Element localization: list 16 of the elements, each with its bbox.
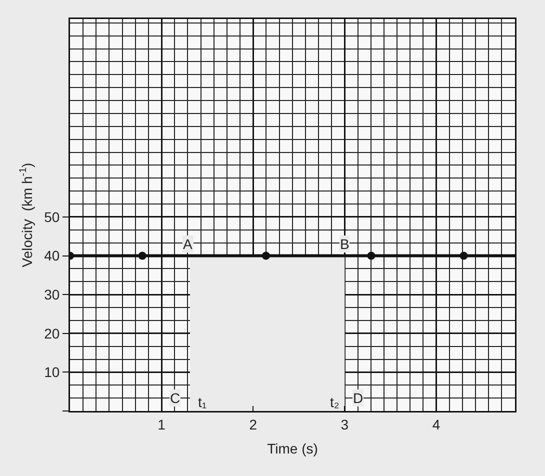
annotation: t₁ <box>198 394 207 410</box>
x-axis-title: Time (s) <box>267 440 318 456</box>
annotation: C <box>170 390 180 406</box>
y-tick-label: 30 <box>44 286 60 302</box>
annotation: t₂ <box>330 394 340 410</box>
y-tick-label: 50 <box>44 208 60 225</box>
x-tick-label: 4 <box>432 416 440 432</box>
annotation: A <box>183 236 193 252</box>
y-tick-label: 10 <box>44 364 60 380</box>
x-tick-label: 3 <box>340 416 349 432</box>
x-tick-label: 2 <box>249 416 258 432</box>
x-tick-label: 1 <box>158 416 166 432</box>
annotation: D <box>353 390 364 406</box>
annotation: B <box>340 236 350 252</box>
y-tick-label: 40 <box>44 248 60 264</box>
y-tick-label: 20 <box>44 325 60 342</box>
